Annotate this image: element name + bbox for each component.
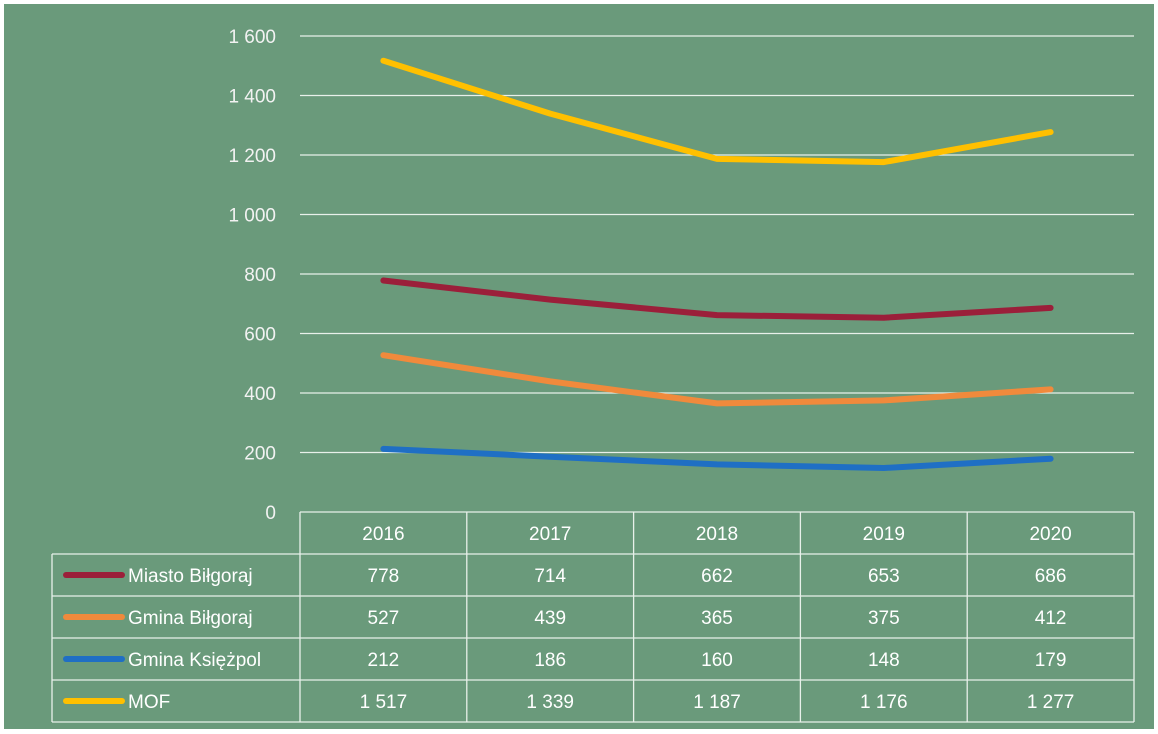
data-table-value: 686 bbox=[1035, 566, 1067, 587]
series-lines bbox=[380, 57, 1054, 471]
x-category-label: 2017 bbox=[529, 524, 571, 545]
y-axis: 0 200 400 600 800 1 000 1 200 1 400 1 600 bbox=[228, 27, 276, 524]
y-tick-label: 1 000 bbox=[228, 206, 276, 227]
data-table-value: 148 bbox=[868, 650, 900, 671]
legend-label: Gmina Księżpol bbox=[128, 650, 261, 671]
data-table-value: 375 bbox=[868, 608, 900, 629]
y-tick-label: 1 600 bbox=[228, 27, 276, 48]
data-table-value: 1 339 bbox=[526, 692, 574, 713]
data-table-value: 179 bbox=[1035, 650, 1067, 671]
data-table-value: 1 517 bbox=[360, 692, 408, 713]
chart-background bbox=[4, 4, 1154, 729]
data-table-value: 1 176 bbox=[860, 692, 908, 713]
data-table-value: 662 bbox=[701, 566, 733, 587]
data-table-value: 186 bbox=[534, 650, 566, 671]
x-category-label: 2016 bbox=[362, 524, 404, 545]
data-table-value: 160 bbox=[701, 650, 733, 671]
data-table-value: 365 bbox=[701, 608, 733, 629]
series-line bbox=[380, 277, 1054, 321]
data-table-value: 1 277 bbox=[1027, 692, 1075, 713]
data-table-value: 412 bbox=[1035, 608, 1067, 629]
y-tick-label: 200 bbox=[244, 444, 276, 465]
data-table-value: 778 bbox=[368, 566, 400, 587]
data-table-value: 653 bbox=[868, 566, 900, 587]
data-table-value: 527 bbox=[368, 608, 400, 629]
legend-label: Gmina Biłgoraj bbox=[128, 608, 253, 629]
series-line bbox=[380, 57, 1054, 166]
data-table-value: 1 187 bbox=[693, 692, 741, 713]
series-line bbox=[380, 352, 1054, 407]
data-table: 2016 2017 2018 2019 2020 Miasto Biłgoraj 778 71… bbox=[51, 511, 1135, 723]
data-table-value: 212 bbox=[368, 650, 400, 671]
y-tick-label: 0 bbox=[265, 503, 276, 524]
series-line bbox=[380, 445, 1054, 471]
y-tick-label: 1 200 bbox=[228, 146, 276, 167]
x-category-label: 2018 bbox=[696, 524, 738, 545]
legend-label: MOF bbox=[128, 692, 170, 713]
chart-frame: 0 200 400 600 800 1 000 1 200 1 400 1 600 2016 20… bbox=[4, 4, 1154, 729]
y-tick-label: 1 400 bbox=[228, 87, 276, 108]
y-tick-label: 800 bbox=[244, 265, 276, 286]
legend-label: Miasto Biłgoraj bbox=[128, 566, 253, 587]
x-category-label: 2020 bbox=[1029, 524, 1071, 545]
data-table-value: 439 bbox=[534, 608, 566, 629]
y-tick-label: 600 bbox=[244, 325, 276, 346]
y-tick-label: 400 bbox=[244, 384, 276, 405]
data-table-value: 714 bbox=[534, 566, 566, 587]
x-category-label: 2019 bbox=[863, 524, 905, 545]
